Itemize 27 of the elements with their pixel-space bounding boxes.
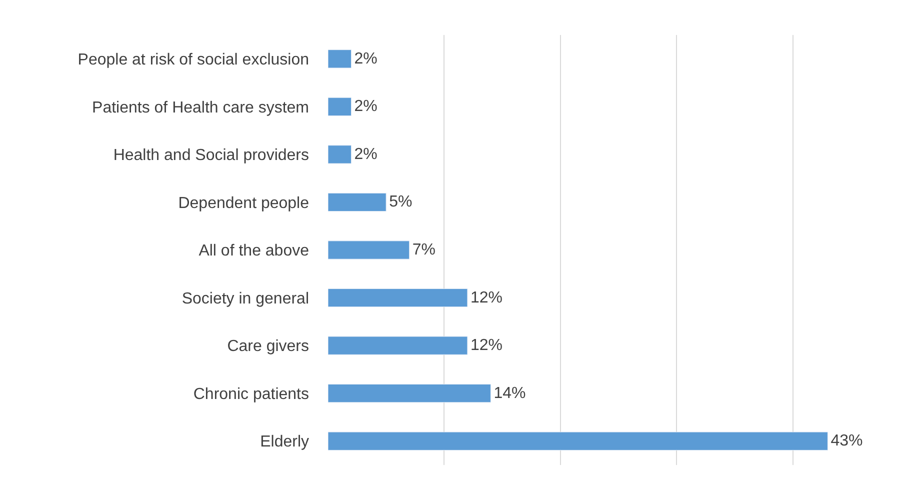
y-tick-label: Care givers <box>227 338 309 356</box>
y-tick-label: Chronic patients <box>193 386 309 403</box>
bar <box>328 192 386 212</box>
bar <box>328 50 352 68</box>
data-label: 2% <box>354 146 378 163</box>
data-label: 43% <box>830 432 863 450</box>
data-label: 7% <box>412 242 436 258</box>
bar <box>328 384 491 403</box>
y-tick-label: Society in general <box>182 290 309 308</box>
bar <box>328 432 828 450</box>
y-tick-label: Elderly <box>260 434 309 451</box>
bar <box>328 145 352 164</box>
y-tick-label: All of the above <box>198 242 310 260</box>
data-label: 12% <box>470 337 502 354</box>
y-tick-label: People at risk of social exclusion <box>78 51 309 68</box>
bar <box>328 97 352 116</box>
bar <box>328 288 468 308</box>
y-tick-label: Patients of Health care system <box>92 99 309 116</box>
data-label: 5% <box>389 194 412 211</box>
bar <box>328 336 468 355</box>
y-tick-label: Dependent people <box>178 194 310 212</box>
data-label: 14% <box>494 384 526 402</box>
data-label: 12% <box>470 289 502 306</box>
y-tick-label: Health and Social providers <box>113 147 309 164</box>
bar <box>328 240 410 260</box>
data-label: 2% <box>354 98 378 116</box>
data-label: 2% <box>354 50 378 68</box>
